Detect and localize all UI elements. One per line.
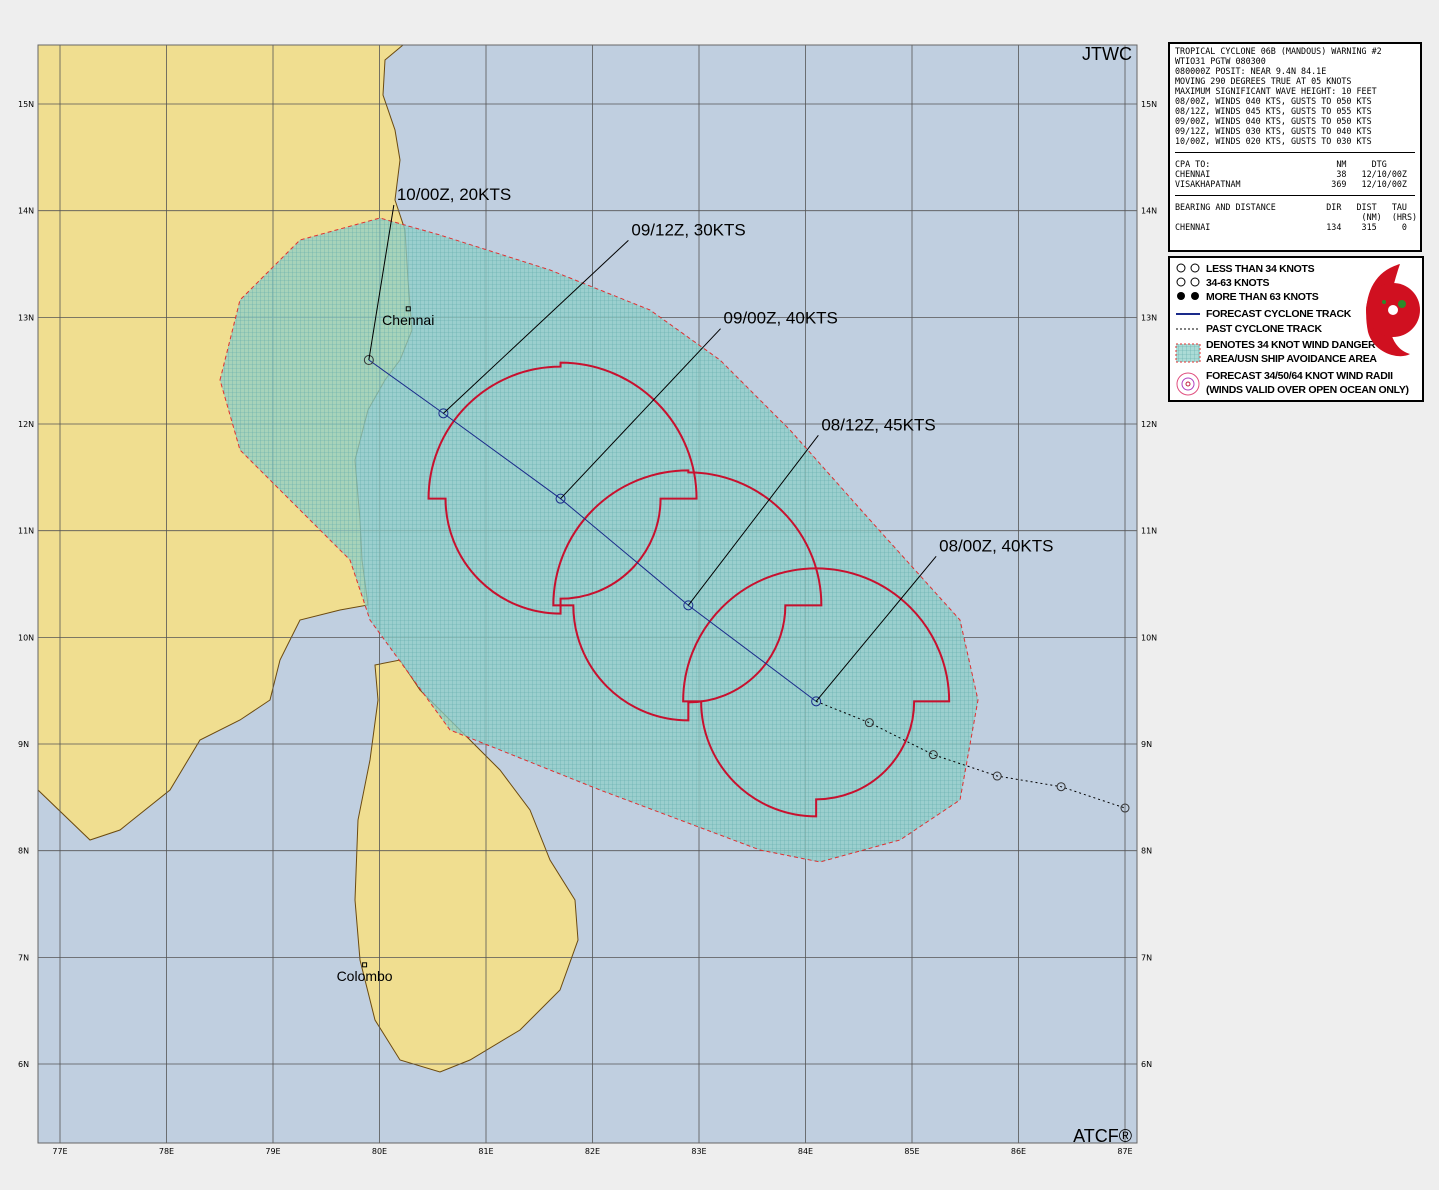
lon-tick-label: 82E: [585, 1147, 600, 1156]
city-label: Colombo: [337, 968, 393, 984]
info-line: BEARING AND DISTANCE DIR DIST TAU: [1175, 202, 1407, 212]
wind-radii-34kt: [552, 469, 823, 722]
lon-tick-label: 78E: [159, 1147, 174, 1156]
track-lines-icon: [1176, 313, 1200, 330]
lat-tick-label-left: 10N: [18, 633, 34, 642]
info-line: 09/00Z, WINDS 040 KTS, GUSTS TO 050 KTS: [1175, 116, 1372, 126]
lat-tick-label-left: 6N: [18, 1060, 29, 1069]
legend-item: PAST CYCLONE TRACK: [1206, 323, 1322, 335]
info-line: 10/00Z, WINDS 020 KTS, GUSTS TO 030 KTS: [1175, 136, 1372, 146]
forecast-label: 10/00Z, 20KTS: [397, 185, 511, 204]
legend: LESS THAN 34 KNOTS 34-63 KNOTS MORE THAN…: [1168, 256, 1424, 402]
legend-item: 34-63 KNOTS: [1206, 277, 1270, 289]
label-leader-line: [687, 435, 819, 606]
lon-tick-label: 77E: [52, 1147, 67, 1156]
legend-item: MORE THAN 63 KNOTS: [1206, 291, 1319, 303]
legend-item: FORECAST 34/50/64 KNOT WIND RADII: [1206, 370, 1393, 382]
lat-tick-label-right: 14N: [1141, 207, 1157, 216]
forecast-label: 08/00Z, 40KTS: [939, 536, 1053, 555]
wind-radii-34kt: [682, 567, 951, 818]
lat-tick-label-right: 11N: [1141, 527, 1157, 536]
label-leader-line: [560, 328, 721, 500]
info-line: 09/12Z, WINDS 030 KTS, GUSTS TO 040 KTS: [1175, 126, 1372, 136]
lat-tick-label-right: 6N: [1141, 1060, 1152, 1069]
past-position-marker: [1120, 803, 1130, 813]
info-line: 08/00Z, WINDS 040 KTS, GUSTS TO 050 KTS: [1175, 96, 1372, 106]
info-line: WTIO31 PGTW 080300: [1175, 56, 1266, 66]
wind-danger-area: [219, 217, 979, 863]
lon-tick-label: 80E: [372, 1147, 387, 1156]
label-leader-line: [443, 239, 629, 414]
forecast-label: 09/12Z, 30KTS: [631, 220, 745, 239]
info-line: MAXIMUM SIGNIFICANT WAVE HEIGHT: 10 FEET: [1175, 86, 1377, 96]
lon-tick-label: 86E: [1011, 1147, 1026, 1156]
past-position-marker: [928, 750, 938, 760]
cyclone-position-icon: [683, 600, 694, 611]
past-position-marker: [992, 771, 1002, 781]
legend-item: (WINDS VALID OVER OPEN OCEAN ONLY): [1206, 384, 1409, 396]
danger-area-icon: [1175, 343, 1201, 363]
lat-tick-label-right: 10N: [1141, 633, 1157, 642]
lat-tick-label-right: 15N: [1141, 100, 1157, 109]
label-leader-line: [815, 556, 937, 702]
city-marker: [362, 962, 368, 968]
legend-item: FORECAST CYCLONE TRACK: [1206, 308, 1352, 320]
lon-tick-label: 81E: [478, 1147, 493, 1156]
lat-tick-label-left: 12N: [18, 420, 34, 429]
lat-tick-label-right: 8N: [1141, 847, 1152, 856]
wind-radii-34kt: [427, 361, 698, 615]
lat-tick-label-left: 13N: [18, 313, 34, 322]
city-marker: [405, 306, 411, 312]
cyclone-symbols-icon: [1176, 263, 1200, 300]
info-line: CHENNAI 134 315 0: [1175, 222, 1407, 232]
jtwc-logo: [1366, 264, 1420, 357]
past-position-marker: [864, 718, 874, 728]
lat-tick-label-right: 12N: [1141, 420, 1157, 429]
lon-tick-label: 83E: [691, 1147, 706, 1156]
legend-item: DENOTES 34 KNOT WIND DANGER: [1206, 339, 1376, 351]
legend-item: LESS THAN 34 KNOTS: [1206, 263, 1315, 275]
info-line: CPA TO: NM DTG: [1175, 159, 1387, 169]
atcf-label: ATCF®: [1073, 1126, 1132, 1146]
info-line: MOVING 290 DEGREES TRUE AT 05 KNOTS: [1175, 76, 1352, 86]
lat-tick-label-left: 11N: [18, 527, 34, 536]
lat-tick-label-left: 14N: [18, 207, 34, 216]
lon-tick-label: 79E: [265, 1147, 280, 1156]
lon-tick-label: 87E: [1117, 1147, 1132, 1156]
map-frame: [37, 44, 1138, 1144]
lat-tick-label-left: 7N: [18, 953, 29, 962]
cyclone-position-icon: [555, 493, 566, 504]
lon-tick-label: 84E: [798, 1147, 813, 1156]
info-line: CHENNAI 38 12/10/00Z: [1175, 169, 1407, 179]
past-position-marker: [1056, 782, 1066, 792]
lon-tick-label: 85E: [904, 1147, 919, 1156]
info-line: (NM) (HRS): [1175, 212, 1418, 222]
wind-radii-icon: [1176, 372, 1200, 396]
warning-info-box: TROPICAL CYCLONE 06B (MANDOUS) WARNING #…: [1168, 42, 1422, 252]
city-label: Chennai: [382, 312, 434, 328]
lat-tick-label-right: 7N: [1141, 953, 1152, 962]
cyclone-position-icon: [363, 355, 374, 366]
info-line: VISAKHAPATNAM 369 12/10/00Z: [1175, 179, 1407, 189]
info-line: TROPICAL CYCLONE 06B (MANDOUS) WARNING #…: [1175, 46, 1382, 56]
info-line: 08/12Z, WINDS 045 KTS, GUSTS TO 055 KTS: [1175, 106, 1372, 116]
info-line: 080000Z POSIT: NEAR 9.4N 84.1E: [1175, 66, 1327, 76]
forecast-label: 08/12Z, 45KTS: [821, 415, 935, 434]
forecast-label: 09/00Z, 40KTS: [724, 309, 838, 328]
label-leader-line: [368, 204, 395, 361]
lat-tick-label-right: 9N: [1141, 740, 1152, 749]
lat-tick-label-left: 15N: [18, 100, 34, 109]
lat-tick-label-left: 9N: [18, 740, 29, 749]
cyclone-position-icon: [438, 408, 449, 419]
lat-tick-label-right: 13N: [1141, 313, 1157, 322]
lat-tick-label-left: 8N: [18, 847, 29, 856]
cyclone-position-icon: [811, 696, 822, 707]
jtwc-label: JTWC: [1082, 44, 1132, 64]
legend-item: AREA/USN SHIP AVOIDANCE AREA: [1206, 353, 1377, 365]
